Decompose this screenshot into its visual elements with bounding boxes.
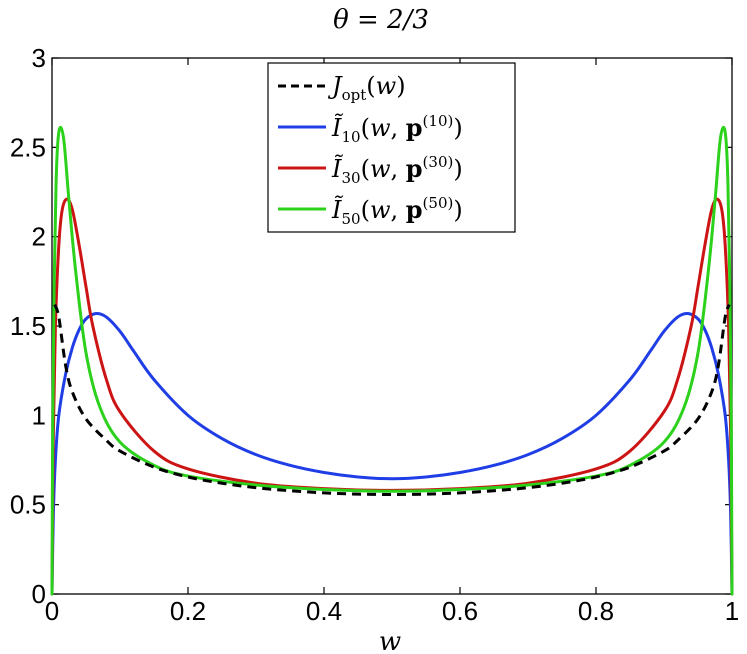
chart-title: θ = 2/3 [333, 5, 429, 35]
series-line-i50 [50, 126, 734, 596]
legend-label-jopt: Jopt(w) [327, 72, 406, 104]
x-axis-label: w [379, 627, 401, 654]
series-line-jopt [53, 303, 731, 496]
y-tick-label: 0 [32, 579, 46, 609]
legend-label-i30: Ĩ30(w, p(30)) [331, 153, 463, 187]
legend-label-i50: Ĩ50(w, p(50)) [331, 194, 463, 228]
x-tick-label: 0.2 [170, 596, 206, 626]
series-layer [50, 126, 734, 596]
y-tick-label: 0.5 [10, 490, 46, 520]
x-tick-label: 1 [725, 596, 739, 626]
axis-ticks: 0 0.2 0.4 0.6 0.8 1 0 0.5 1 1.5 2 2.5 3 [10, 43, 739, 626]
legend: Jopt(w) Ĩ10(w, p(10)) Ĩ30(w, p(30)) Ĩ50(… [267, 62, 516, 233]
x-tick-label: 0.6 [442, 596, 478, 626]
y-tick-label: 1.5 [10, 311, 46, 341]
legend-label-i10: Ĩ10(w, p(10)) [331, 112, 463, 146]
y-tick-label: 1 [32, 400, 46, 430]
series-line-i10 [50, 311, 734, 596]
legend-box [267, 62, 516, 233]
y-tick-label: 2.5 [10, 132, 46, 162]
x-tick-label: 0 [45, 596, 59, 626]
y-tick-label: 3 [32, 43, 46, 73]
x-tick-label: 0.4 [306, 596, 342, 626]
y-tick-label: 2 [32, 222, 46, 252]
x-tick-label: 0.8 [578, 596, 614, 626]
